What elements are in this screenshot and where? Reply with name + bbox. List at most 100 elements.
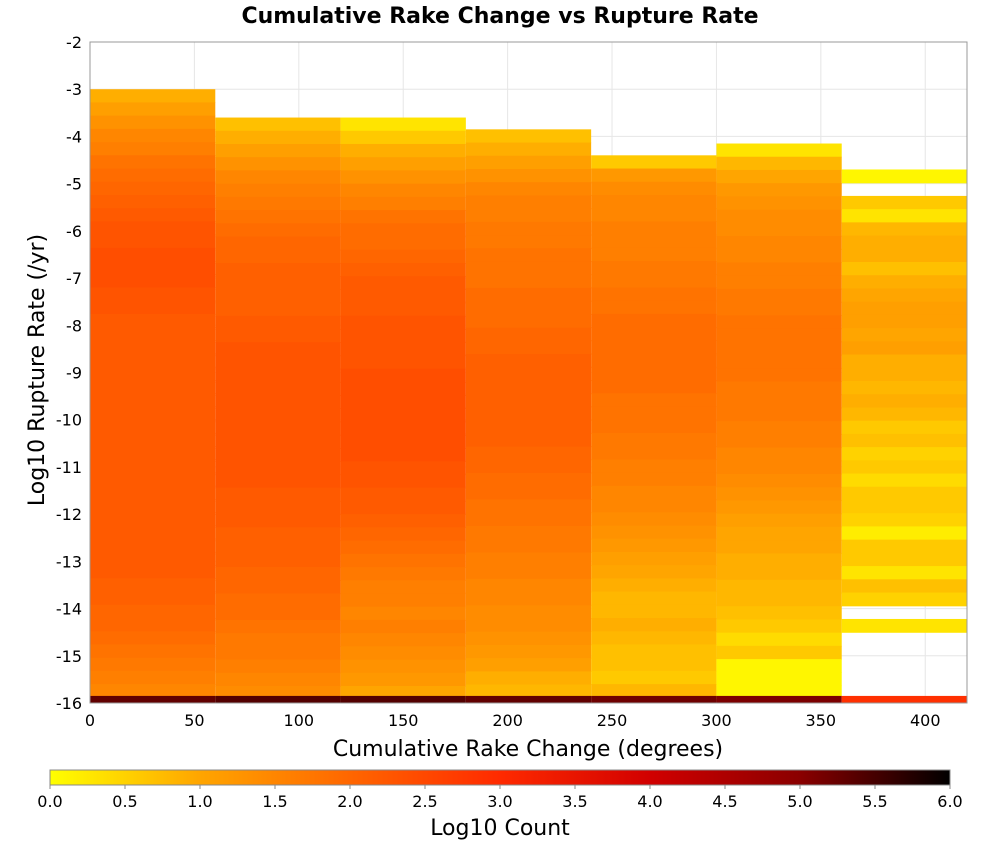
heatmap-cell-bottom: [340, 695, 466, 703]
heatmap-cell: [591, 604, 717, 619]
heatmap-cell: [340, 619, 466, 634]
heatmap-cell: [90, 591, 216, 606]
heatmap-cell: [716, 394, 842, 409]
heatmap-cell: [716, 659, 842, 673]
heatmap-cell: [215, 342, 341, 357]
heatmap-cell: [90, 485, 216, 500]
heatmap-cell: [90, 578, 216, 593]
heatmap-cell: [591, 472, 717, 487]
heatmap-cell: [90, 115, 216, 130]
heatmap-cell: [340, 672, 466, 687]
heatmap-cell: [215, 143, 341, 158]
heatmap-cell: [340, 408, 466, 423]
colorbar-tick-label: 2.0: [337, 792, 362, 811]
heatmap-cell: [591, 578, 717, 593]
heatmap-cells: [90, 89, 967, 703]
heatmap-cell: [591, 393, 717, 408]
heatmap-cell: [90, 155, 216, 170]
y-tick-label: -11: [56, 458, 82, 477]
heatmap-cell: [215, 659, 341, 674]
colorbar-tick-label: 0.5: [112, 792, 137, 811]
heatmap-cell: [340, 686, 466, 699]
heatmap-cell: [841, 262, 967, 276]
heatmap-cell: [591, 432, 717, 447]
heatmap-cell: [591, 485, 717, 500]
colorbar-tick-label: 3.0: [487, 792, 512, 811]
heatmap-cell: [465, 142, 592, 157]
heatmap-cell: [841, 367, 967, 382]
heatmap-cell: [591, 618, 717, 632]
heatmap-cell-bottom: [465, 695, 592, 703]
heatmap-cell: [340, 567, 466, 581]
heatmap-cell: [465, 314, 592, 329]
heatmap-cell: [465, 539, 592, 553]
heatmap-cell: [215, 262, 341, 277]
heatmap-cell: [340, 183, 466, 198]
heatmap-cell: [716, 540, 842, 554]
heatmap-cell: [465, 235, 592, 249]
heatmap-cell: [841, 328, 967, 342]
heatmap-cell: [716, 222, 842, 237]
heatmap-cell: [841, 195, 967, 210]
heatmap-cell: [841, 235, 967, 250]
x-tick-label: 50: [184, 711, 204, 730]
heatmap-cell: [90, 670, 216, 685]
heatmap-cell: [716, 632, 842, 647]
heatmap-cell: [90, 644, 216, 659]
heatmap-cell: [215, 355, 341, 370]
heatmap-cell: [465, 552, 592, 567]
x-tick-label: 0: [85, 711, 95, 730]
colorbar-tick-label: 0.0: [37, 792, 62, 811]
heatmap-cell: [465, 367, 592, 382]
heatmap-cell: [340, 540, 466, 555]
heatmap-cell: [340, 355, 466, 370]
heatmap-cell: [841, 301, 967, 316]
heatmap-cell: [591, 261, 717, 275]
heatmap-cell: [90, 459, 216, 474]
heatmap-cell: [591, 287, 717, 302]
heatmap-cell: [465, 327, 592, 342]
colorbar-ticks: 0.0 0.5 1.0 1.5 2.0 2.5 3.0 3.5 4.0 4.5 5.0 5.5 6.0: [37, 785, 963, 811]
heatmap-cell: [465, 671, 592, 686]
heatmap-cell: [215, 540, 341, 555]
heatmap-cell: [716, 209, 842, 224]
heatmap-cell: [716, 645, 842, 660]
heatmap-cell: [340, 527, 466, 542]
heatmap-cell: [716, 328, 842, 343]
heatmap-cell: [90, 406, 216, 421]
heatmap-cell: [716, 421, 842, 435]
heatmap-cell: [716, 566, 842, 581]
heatmap-cell: [215, 619, 341, 634]
heatmap-cell: [215, 196, 341, 211]
heatmap-cell: [591, 657, 717, 672]
y-tick-label: -3: [66, 80, 82, 99]
heatmap-cell: [841, 433, 967, 448]
heatmap-cell: [591, 340, 717, 355]
heatmap-cell: [215, 672, 341, 687]
heatmap-cell: [90, 432, 216, 447]
heatmap-cell: [90, 565, 216, 579]
heatmap-cell: [215, 593, 341, 608]
heatmap-cell: [90, 551, 216, 566]
heatmap-cell: [340, 606, 466, 621]
heatmap-cell: [215, 381, 341, 396]
heatmap-cell: [841, 288, 967, 303]
heatmap-cell: [716, 619, 842, 634]
heatmap-cell: [90, 657, 216, 672]
heatmap-cell: [841, 618, 967, 633]
heatmap-cell: [90, 313, 216, 328]
heatmap-cell: [340, 249, 466, 264]
heatmap-cell: [340, 329, 466, 343]
y-tick-label: -10: [56, 411, 82, 430]
heatmap-cell: [90, 419, 216, 434]
y-axis-ticks: -2 -3 -4 -5 -6 -7 -8 -9 -10 -11 -12 -13 -14 -15 -16: [56, 33, 82, 713]
heatmap-cell: [215, 157, 341, 172]
heatmap-cell: [591, 499, 717, 513]
y-tick-label: -7: [66, 269, 82, 288]
heatmap-cell: [716, 434, 842, 449]
heatmap-cell: [465, 169, 592, 183]
y-tick-label: -6: [66, 222, 82, 241]
x-tick-label: 300: [701, 711, 732, 730]
heatmap-cell: [340, 381, 466, 396]
colorbar-tick-label: 5.5: [862, 792, 887, 811]
